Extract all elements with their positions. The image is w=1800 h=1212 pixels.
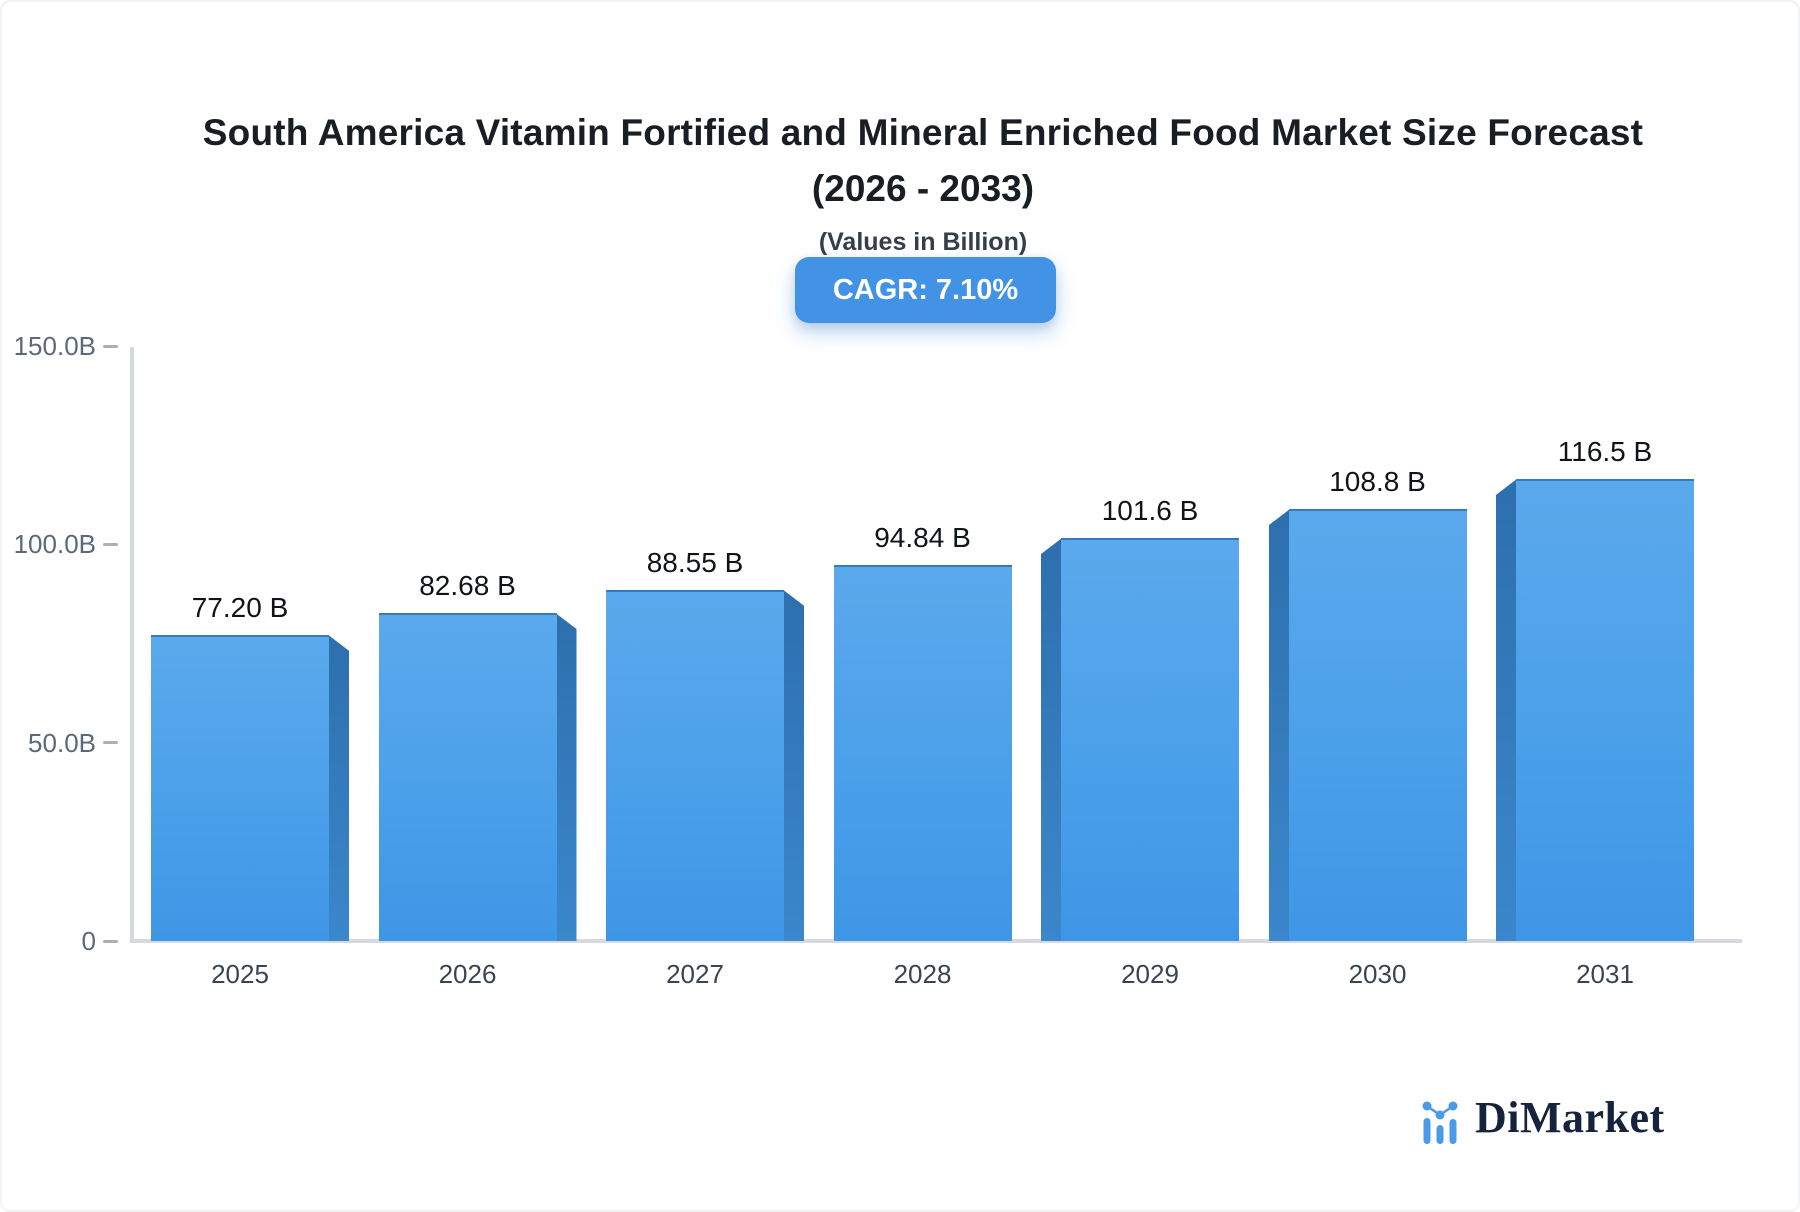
x-axis-line — [130, 939, 1742, 943]
bar-chart-logo-icon — [1422, 1101, 1458, 1144]
y-axis-tick — [103, 741, 118, 745]
chart-title-line2: (2026 - 2033) — [811, 168, 1035, 209]
y-axis-label: 150.0B — [13, 331, 96, 361]
bar-value-label: 108.8 B — [1329, 466, 1426, 498]
bar-side-face[interactable] — [1041, 537, 1062, 941]
cagr-badge: CAGR: 7.10% — [795, 257, 1056, 323]
bar-side-face[interactable] — [328, 634, 349, 941]
bar-side-face[interactable] — [783, 589, 804, 941]
chart-title-line1: South America Vitamin Fortified and Mine… — [202, 112, 1644, 153]
bar-value-label: 116.5 B — [1557, 435, 1653, 467]
bar-2025[interactable] — [151, 634, 329, 941]
y-axis-tick — [103, 939, 118, 943]
y-axis-tick — [103, 344, 118, 348]
y-axis-label: 0 — [81, 926, 96, 956]
x-axis-label: 2026 — [438, 959, 497, 989]
bar-value-label: 82.68 B — [419, 570, 516, 602]
bar-2027[interactable] — [606, 589, 784, 941]
x-axis-label: 2029 — [1121, 959, 1179, 989]
bar-value-label: 88.55 B — [646, 546, 744, 578]
dimarket-logo: DiMarket — [1418, 1086, 1665, 1144]
bar-value-label: 94.84 B — [874, 521, 971, 553]
bar-2026[interactable] — [378, 613, 557, 941]
bar-side-face[interactable] — [1268, 509, 1290, 941]
x-axis-label: 2031 — [1576, 959, 1634, 989]
chart-subtitle: (Values in Billion) — [818, 228, 1028, 256]
bar-value-label: 77.20 B — [191, 591, 289, 623]
y-axis-label: 50.0B — [28, 727, 96, 758]
bar-2029[interactable] — [1061, 537, 1239, 941]
x-axis-label: 2028 — [893, 959, 952, 989]
y-axis-line — [130, 347, 134, 943]
x-axis-label: 2025 — [211, 959, 269, 989]
bar-2031[interactable] — [1516, 478, 1694, 941]
bar-side-face[interactable] — [1496, 478, 1517, 941]
bar-2030[interactable] — [1288, 509, 1467, 941]
logo-text: DiMarket — [1475, 1093, 1665, 1142]
x-axis-label: 2027 — [666, 959, 724, 989]
bar-2028[interactable] — [833, 564, 1012, 941]
x-axis-label: 2030 — [1348, 959, 1407, 989]
y-axis-label: 100.0B — [13, 529, 96, 560]
bar-side-face[interactable] — [555, 613, 577, 941]
bar-value-label: 101.6 B — [1101, 494, 1199, 526]
y-axis-tick — [103, 542, 118, 546]
